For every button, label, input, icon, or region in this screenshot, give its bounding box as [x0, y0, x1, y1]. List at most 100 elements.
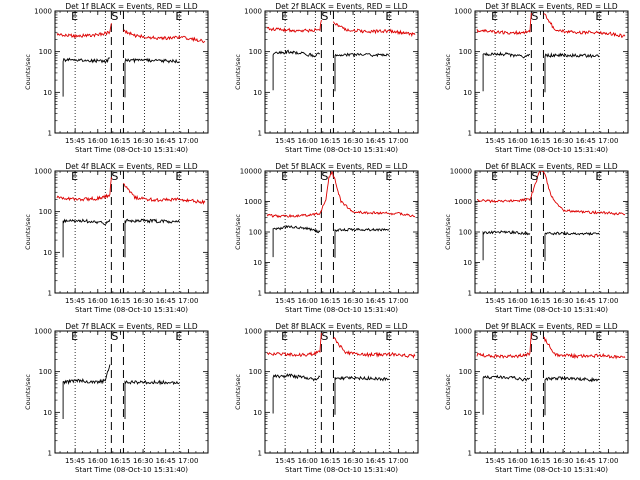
plot-frame	[54, 170, 209, 294]
detector-panel: Det 7f BLACK = Events, RED = LLD 1 10 100 10…	[24, 322, 209, 474]
x-tick-label: 16:30	[133, 457, 153, 465]
y-tick-label: 1000	[34, 8, 52, 16]
x-tick-label: 16:15	[530, 457, 550, 465]
y-tick-label: 1000	[454, 8, 472, 16]
x-axis-label: Start Time (08-Oct-10 15:31:40)	[75, 306, 188, 314]
s-marker: S	[111, 10, 118, 23]
y-tick-label: 1000	[34, 328, 52, 336]
y-axis-label: Counts/sec	[24, 374, 32, 410]
y-tick-label: 100	[39, 368, 52, 376]
x-tick-label: 17:00	[598, 457, 618, 465]
x-tick-label: 15:45	[485, 137, 505, 145]
x-tick-label: 16:45	[576, 297, 596, 305]
x-tick-label: 17:00	[598, 297, 618, 305]
x-tick-label: 16:15	[110, 297, 130, 305]
y-axis-label: Counts/sec	[234, 214, 242, 250]
detector-panel: Det 9f BLACK = Events, RED = LLD 1 10 100 10…	[444, 322, 629, 474]
e-marker: E	[595, 170, 602, 183]
y-tick-label: 10	[253, 409, 262, 417]
e-marker: E	[71, 10, 78, 23]
s-marker: S	[321, 10, 328, 23]
x-tick-label: 17:00	[388, 457, 408, 465]
events-series-line	[334, 227, 390, 258]
lld-series-line	[543, 13, 626, 38]
e-marker: E	[175, 330, 182, 343]
events-series-line	[272, 373, 321, 414]
x-tick-label: 16:00	[88, 457, 108, 465]
y-tick-label: 1000	[34, 168, 52, 176]
e-marker: E	[281, 10, 288, 23]
x-tick-label: 16:00	[88, 137, 108, 145]
lld-series-line	[123, 29, 206, 44]
y-tick-label: 10	[253, 89, 262, 97]
e-marker: E	[175, 10, 182, 23]
panel-title: Det 9f BLACK = Events, RED = LLD	[485, 322, 618, 331]
x-tick-label: 16:15	[530, 137, 550, 145]
events-series-line	[482, 230, 531, 261]
y-tick-label: 10	[463, 259, 472, 267]
x-axis-label: Start Time (08-Oct-10 15:31:40)	[495, 306, 608, 314]
lld-series-line	[543, 336, 626, 360]
e-marker: E	[385, 170, 392, 183]
s-marker: S	[321, 330, 328, 343]
x-tick-label: 16:30	[133, 137, 153, 145]
x-tick-label: 16:30	[553, 457, 573, 465]
lld-series-line	[123, 182, 206, 205]
x-tick-label: 16:45	[366, 297, 386, 305]
e-marker: E	[491, 170, 498, 183]
y-tick-label: 10000	[450, 168, 472, 176]
events-series-line	[124, 379, 180, 419]
x-tick-label: 15:45	[275, 457, 295, 465]
y-tick-label: 10	[463, 409, 472, 417]
e-marker: E	[491, 10, 498, 23]
y-tick-label: 100	[459, 229, 472, 237]
x-tick-label: 15:45	[65, 137, 85, 145]
x-axis-label: Start Time (08-Oct-10 15:31:40)	[495, 146, 608, 154]
lld-series-line	[333, 21, 416, 38]
panel-title: Det 4f BLACK = Events, RED = LLD	[65, 162, 198, 171]
e-marker: E	[385, 10, 392, 23]
y-tick-label: 10	[43, 249, 52, 257]
x-tick-label: 16:45	[576, 457, 596, 465]
x-tick-label: 16:00	[508, 297, 528, 305]
s-marker: S	[531, 170, 538, 183]
x-tick-label: 16:45	[576, 137, 596, 145]
y-axis-label: Counts/sec	[444, 54, 452, 90]
x-tick-label: 16:00	[298, 297, 318, 305]
x-tick-label: 16:45	[156, 297, 176, 305]
x-axis-label: Start Time (08-Oct-10 15:31:40)	[75, 146, 188, 154]
s-marker: S	[531, 10, 538, 23]
plot-frame	[264, 170, 419, 294]
y-axis-label: Counts/sec	[234, 54, 242, 90]
x-tick-label: 16:30	[553, 297, 573, 305]
lld-series-line	[476, 332, 532, 359]
e-marker: E	[385, 330, 392, 343]
y-axis-label: Counts/sec	[234, 374, 242, 410]
events-series-line	[124, 218, 180, 258]
e-marker: E	[281, 330, 288, 343]
y-axis-label: Counts/sec	[24, 214, 32, 250]
x-axis-label: Start Time (08-Oct-10 15:31:40)	[285, 306, 398, 314]
y-tick-label: 1000	[454, 198, 472, 206]
x-tick-label: 16:00	[298, 457, 318, 465]
x-axis-label: Start Time (08-Oct-10 15:31:40)	[285, 466, 398, 474]
e-marker: E	[281, 170, 288, 183]
x-tick-label: 16:15	[320, 297, 340, 305]
plot-frame	[264, 330, 419, 454]
detector-panel: Det 3f BLACK = Events, RED = LLD 1 10 100 10…	[444, 2, 629, 154]
y-tick-label: 1	[48, 130, 52, 138]
x-tick-label: 15:45	[485, 457, 505, 465]
y-tick-label: 10	[43, 89, 52, 97]
x-tick-label: 16:15	[110, 457, 130, 465]
y-tick-label: 100	[249, 229, 262, 237]
panel-title: Det 7f BLACK = Events, RED = LLD	[65, 322, 198, 331]
y-tick-label: 10	[43, 409, 52, 417]
x-tick-label: 16:30	[133, 297, 153, 305]
y-tick-label: 1000	[454, 328, 472, 336]
events-series-line	[482, 374, 531, 415]
x-axis-label: Start Time (08-Oct-10 15:31:40)	[75, 466, 188, 474]
x-tick-label: 16:30	[343, 137, 363, 145]
x-tick-label: 16:15	[320, 137, 340, 145]
lld-series-line	[56, 177, 112, 202]
